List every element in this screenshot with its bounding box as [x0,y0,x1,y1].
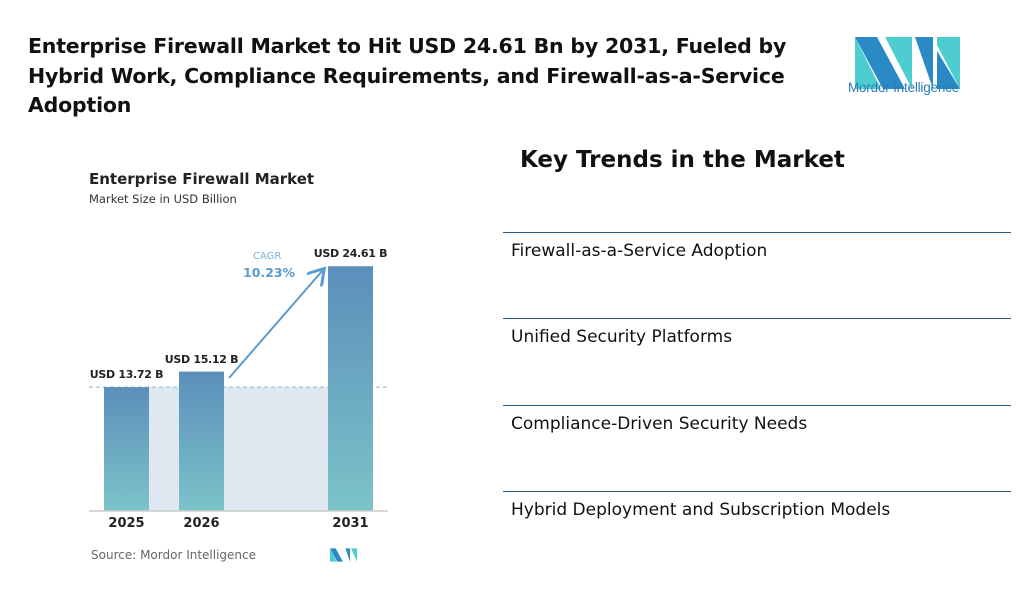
x-tick-label: 2031 [332,516,369,531]
trend-label: Firewall-as-a-Service Adoption [511,241,768,261]
trend-item: Unified Security Platforms [503,318,1011,378]
cagr-label: CAGR [253,251,282,262]
data-label: USD 24.61 B [313,247,388,261]
trend-label: Hybrid Deployment and Subscription Model… [511,500,891,520]
bar-2025 [104,387,149,511]
data-label: USD 15.12 B [164,352,239,366]
source-logo-icon [330,548,357,562]
page-title: Enterprise Firewall Market to Hit USD 24… [28,34,787,117]
trend-item: Firewall-as-a-Service Adoption [503,232,1011,292]
chart-subtitle: Market Size in USD Billion [89,192,237,206]
mordor-intelligence-logo [855,37,960,89]
trend-label: Unified Security Platforms [511,327,733,347]
market-chart: Enterprise Firewall Market Market Size i… [60,150,410,575]
cagr-value: 10.23% [243,265,296,280]
x-tick-label: 2025 [108,516,145,531]
chart-plot [89,266,390,512]
data-label: USD 13.72 B [89,368,164,382]
chart-title: Enterprise Firewall Market [89,170,315,188]
trends-title: Key Trends in the Market [520,147,845,173]
logo-text: Mordor Intelligence [848,80,960,95]
trend-label: Compliance-Driven Security Needs [511,414,808,434]
cagr-arrow [228,270,323,379]
x-tick-label: 2026 [183,516,220,531]
bar-2026 [179,371,224,511]
trend-item: Compliance-Driven Security Needs [503,405,1011,465]
bar-2031 [328,266,373,511]
trend-item: Hybrid Deployment and Subscription Model… [503,491,1011,551]
source-text: Source: Mordor Intelligence [91,548,257,562]
